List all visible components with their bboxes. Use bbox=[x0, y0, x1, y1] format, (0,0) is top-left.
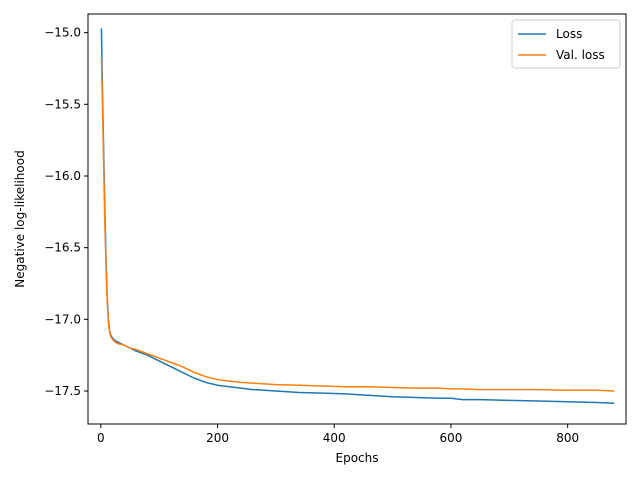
x-tick-label: 0 bbox=[97, 431, 105, 445]
legend-label-0: Loss bbox=[556, 27, 582, 41]
y-tick-label: −17.0 bbox=[44, 312, 81, 326]
y-tick-label: −16.5 bbox=[44, 241, 81, 255]
legend: Loss Val. loss bbox=[511, 19, 621, 69]
y-axis-label: Negative log-likelihood bbox=[13, 150, 27, 287]
series-layer bbox=[100, 28, 615, 404]
series-line-1 bbox=[100, 56, 615, 392]
legend-label-1: Val. loss bbox=[556, 48, 605, 62]
x-tick-label: 800 bbox=[556, 431, 579, 445]
y-axis: −15.0 −15.5 −16.0 −16.5 −17.0 −17.5 bbox=[44, 26, 88, 398]
series-line-0 bbox=[100, 28, 615, 404]
y-tick-label: −15.5 bbox=[44, 97, 81, 111]
x-tick-label: 400 bbox=[323, 431, 346, 445]
x-axis: 0 200 400 600 800 bbox=[97, 424, 579, 445]
y-tick-label: −17.5 bbox=[44, 384, 81, 398]
legend-box bbox=[511, 19, 621, 69]
plot-frame bbox=[87, 13, 627, 425]
y-tick-label: −16.0 bbox=[44, 169, 81, 183]
x-axis-label: Epochs bbox=[336, 451, 379, 465]
x-tick-label: 600 bbox=[439, 431, 462, 445]
x-tick-label: 200 bbox=[206, 431, 229, 445]
y-tick-label: −15.0 bbox=[44, 26, 81, 40]
